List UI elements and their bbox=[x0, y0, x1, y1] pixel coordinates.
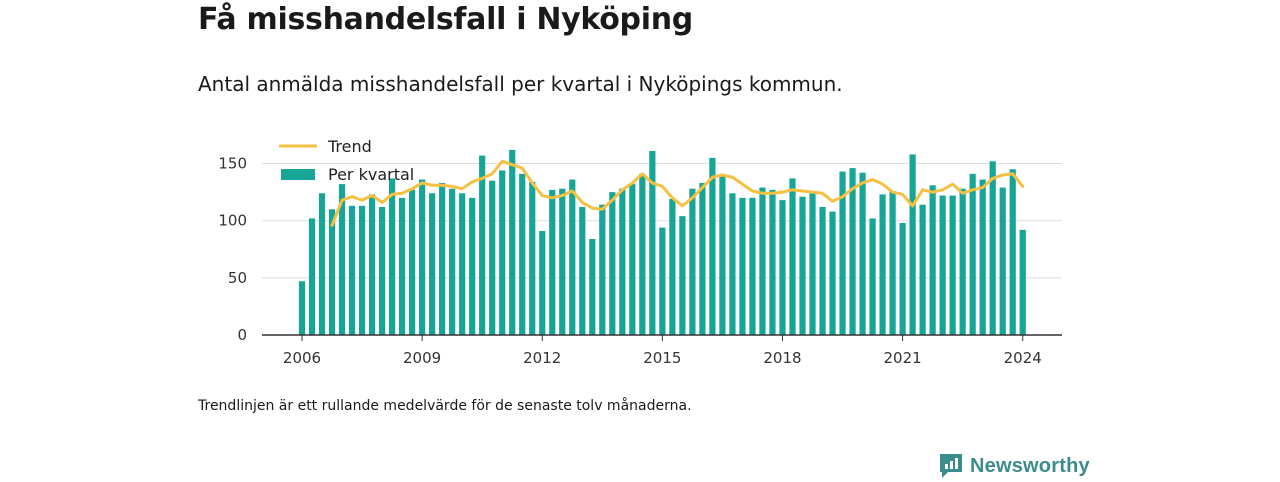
bar bbox=[709, 157, 716, 335]
bar bbox=[1009, 169, 1016, 335]
chart-title: Få misshandelsfall i Nyköping bbox=[198, 2, 693, 37]
x-tick-label: 2015 bbox=[643, 349, 681, 367]
bar bbox=[669, 198, 676, 335]
bar bbox=[849, 168, 856, 335]
bar bbox=[799, 196, 806, 335]
x-tick-label: 2006 bbox=[283, 349, 321, 367]
bar bbox=[979, 179, 986, 335]
legend-bar-swatch bbox=[281, 169, 315, 180]
x-tick-label: 2024 bbox=[1004, 349, 1042, 367]
bar bbox=[809, 193, 816, 335]
chart-subtitle: Antal anmälda misshandelsfall per kvarta… bbox=[198, 72, 843, 96]
bar bbox=[589, 238, 596, 335]
bar bbox=[489, 180, 496, 335]
legend-bar-label: Per kvartal bbox=[328, 165, 414, 184]
bar bbox=[819, 206, 826, 335]
bar bbox=[929, 185, 936, 335]
x-tick-label: 2021 bbox=[884, 349, 922, 367]
bar bbox=[839, 171, 846, 335]
bar bbox=[338, 184, 346, 335]
footnote: Trendlinjen är ett rullande medelvärde f… bbox=[198, 398, 692, 414]
bar bbox=[749, 197, 756, 335]
bar bbox=[699, 182, 706, 335]
bar bbox=[1019, 229, 1026, 335]
bar bbox=[939, 195, 946, 335]
bar bbox=[599, 204, 606, 335]
bar bbox=[679, 216, 686, 335]
bar bbox=[619, 188, 626, 335]
bar bbox=[769, 189, 776, 335]
bar bbox=[779, 200, 786, 335]
logo-text: Newsworthy bbox=[970, 454, 1090, 477]
bar bbox=[439, 182, 446, 335]
bar bbox=[419, 179, 426, 335]
bar bbox=[729, 193, 736, 335]
newsworthy-logo-icon bbox=[940, 454, 962, 478]
bar bbox=[308, 218, 316, 335]
bar bbox=[659, 227, 666, 335]
bar bbox=[569, 179, 576, 335]
x-tick-label: 2018 bbox=[763, 349, 801, 367]
bar bbox=[549, 189, 556, 335]
bar bbox=[909, 154, 916, 335]
bar bbox=[829, 211, 836, 335]
bar bbox=[899, 222, 906, 335]
bar bbox=[719, 176, 726, 335]
bar bbox=[429, 193, 436, 335]
bar bbox=[969, 173, 976, 335]
bar bbox=[358, 205, 366, 335]
y-tick-label: 100 bbox=[218, 212, 247, 230]
legend-trend-label: Trend bbox=[327, 137, 372, 156]
bar bbox=[579, 206, 586, 335]
bar bbox=[949, 195, 956, 335]
bar bbox=[409, 189, 416, 335]
bar bbox=[879, 194, 886, 335]
y-tick-label: 50 bbox=[228, 269, 247, 287]
bar bbox=[889, 190, 896, 335]
x-tick-label: 2009 bbox=[403, 349, 441, 367]
bar bbox=[479, 155, 486, 335]
bar bbox=[689, 188, 696, 335]
bar bbox=[629, 184, 636, 335]
bar bbox=[509, 149, 516, 335]
bar bbox=[519, 173, 526, 335]
bar bbox=[328, 209, 336, 335]
bar bbox=[368, 194, 376, 335]
bar bbox=[959, 188, 966, 335]
bar bbox=[298, 281, 306, 335]
bar bbox=[449, 188, 456, 335]
bar bbox=[999, 187, 1006, 335]
bar bbox=[348, 205, 356, 335]
bar bbox=[989, 161, 996, 335]
bar bbox=[318, 193, 326, 335]
bar bbox=[378, 206, 386, 335]
bar bbox=[399, 197, 406, 335]
bar bbox=[789, 178, 796, 335]
trend-line bbox=[330, 159, 1025, 227]
bar bbox=[869, 218, 876, 335]
bar bbox=[559, 188, 566, 335]
x-tick-label: 2012 bbox=[523, 349, 561, 367]
y-tick-label: 0 bbox=[237, 326, 247, 344]
y-tick-label: 150 bbox=[218, 155, 247, 173]
bar bbox=[539, 230, 546, 335]
bar bbox=[649, 150, 656, 335]
bar bbox=[609, 192, 616, 336]
newsworthy-logo[interactable]: Newsworthy bbox=[938, 450, 1090, 482]
bar bbox=[639, 173, 646, 335]
bar bbox=[739, 197, 746, 335]
legend: Trend Per kvartal bbox=[279, 137, 414, 184]
bar bbox=[529, 181, 536, 335]
bar bbox=[759, 187, 766, 335]
bar bbox=[859, 172, 866, 335]
bar bbox=[469, 197, 476, 335]
chart: 0 50 100 150 2006 2009 2012 2015 2018 2021 2024 T… bbox=[218, 137, 1062, 367]
bar bbox=[919, 204, 926, 335]
bar bbox=[388, 178, 396, 335]
bar bbox=[459, 193, 466, 335]
bar bbox=[499, 170, 506, 335]
